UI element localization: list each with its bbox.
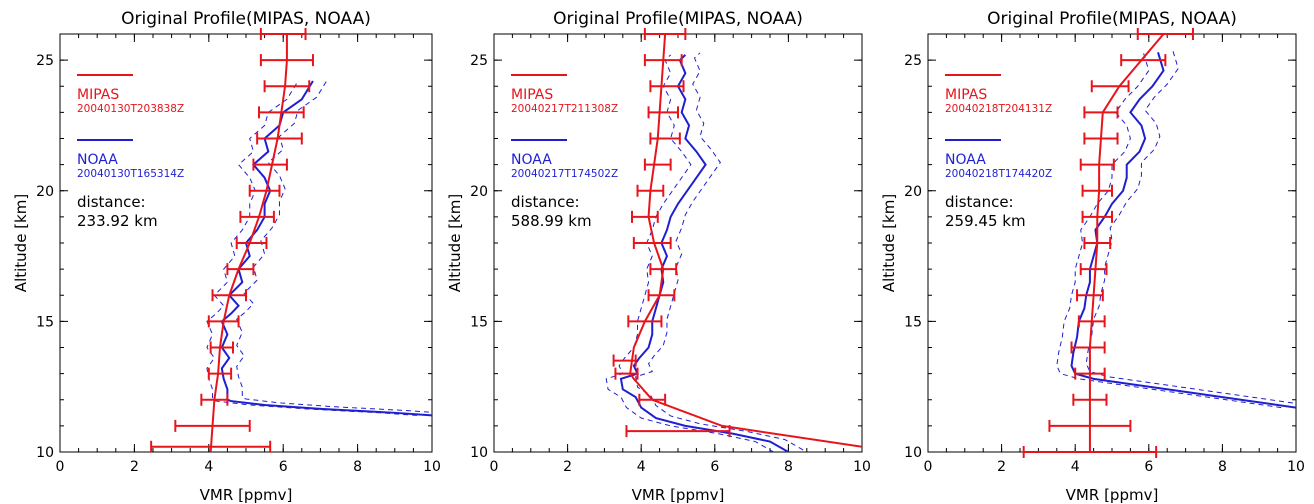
noaa-uncertainty-low — [206, 80, 418, 416]
legend-noaa-time: 20040130T165314Z — [77, 168, 184, 180]
noaa-uncertainty-high — [236, 78, 432, 413]
distance-label: distance: — [77, 193, 146, 211]
legend-mipas-name: MIPAS — [945, 87, 987, 103]
chart-panel-3: Original Profile(MIPAS, NOAA) 0 2 4 6 8 10 10 15… — [880, 9, 1305, 504]
noaa-profile-line — [619, 54, 789, 452]
legend-noaa-name: NOAA — [511, 152, 552, 168]
chart-panel-1: Original Profile(MIPAS, NOAA) 0 2 4 6 8 10 10 15… — [12, 9, 441, 504]
y-axis-label: Altitude [km] — [880, 194, 898, 292]
y-tick-label: 20 — [36, 184, 54, 200]
y-tick-label: 10 — [904, 445, 922, 461]
legend-noaa-time: 20040218T174420Z — [945, 168, 1052, 180]
x-axis-label: VMR [ppmv] — [1066, 486, 1159, 504]
x-tick-label: 10 — [423, 459, 441, 475]
y-tick-label: 20 — [470, 184, 488, 200]
distance-value: 259.45 km — [945, 212, 1026, 230]
distance-value: 233.92 km — [77, 212, 158, 230]
distance-value: 588.99 km — [511, 212, 592, 230]
x-tick-label: 8 — [353, 459, 362, 475]
x-axis-label: VMR [ppmv] — [632, 486, 725, 504]
distance-label: distance: — [511, 193, 580, 211]
y-tick-label: 25 — [904, 53, 922, 69]
noaa-profile-line — [1070, 51, 1296, 409]
x-tick-label: 2 — [563, 459, 572, 475]
legend-mipas-time: 20040218T204131Z — [945, 103, 1052, 115]
x-tick-label: 6 — [279, 459, 288, 475]
x-tick-label: 10 — [1287, 459, 1305, 475]
legend-noaa-time: 20040217T174502Z — [511, 168, 618, 180]
x-tick-label: 2 — [997, 459, 1006, 475]
chart-title: Original Profile(MIPAS, NOAA) — [987, 9, 1237, 29]
x-tick-label: 0 — [924, 459, 933, 475]
x-tick-label: 6 — [710, 459, 719, 475]
x-tick-label: 8 — [1218, 459, 1227, 475]
y-tick-label: 20 — [904, 184, 922, 200]
y-tick-label: 25 — [36, 53, 54, 69]
distance-label: distance: — [945, 193, 1014, 211]
x-tick-label: 2 — [130, 459, 139, 475]
noaa-uncertainty-high — [1085, 50, 1296, 404]
x-tick-label: 4 — [204, 459, 213, 475]
x-tick-label: 6 — [1144, 459, 1153, 475]
x-axis-label: VMR [ppmv] — [200, 486, 293, 504]
x-tick-label: 0 — [490, 459, 499, 475]
noaa-profile-line — [220, 80, 432, 417]
y-axis-label: Altitude [km] — [446, 194, 464, 292]
y-tick-label: 10 — [470, 445, 488, 461]
legend-mipas-name: MIPAS — [511, 87, 553, 103]
x-tick-label: 0 — [56, 459, 65, 475]
y-tick-label: 25 — [470, 53, 488, 69]
x-tick-label: 4 — [1071, 459, 1080, 475]
x-tick-label: 10 — [853, 459, 871, 475]
x-tick-label: 4 — [637, 459, 646, 475]
x-tick-label: 8 — [784, 459, 793, 475]
y-tick-label: 15 — [470, 314, 488, 330]
y-axis-label: Altitude [km] — [12, 194, 30, 292]
y-tick-label: 10 — [36, 445, 54, 461]
plot-area — [605, 34, 862, 452]
legend-mipas-time: 20040130T203838Z — [77, 103, 184, 115]
y-tick-label: 15 — [904, 314, 922, 330]
y-tick-label: 15 — [36, 314, 54, 330]
chart-title: Original Profile(MIPAS, NOAA) — [553, 9, 803, 29]
chart-panel-2: Original Profile(MIPAS, NOAA) 0 2 4 6 8 10 10 15… — [446, 9, 871, 504]
legend-noaa-name: NOAA — [945, 152, 986, 168]
legend-mipas-time: 20040217T211308Z — [511, 103, 618, 115]
noaa-uncertainty-low — [605, 54, 774, 452]
chart-title: Original Profile(MIPAS, NOAA) — [121, 9, 371, 29]
mipas-profile-line — [629, 34, 862, 448]
noaa-uncertainty-low — [1056, 52, 1282, 409]
legend-mipas-name: MIPAS — [77, 87, 119, 103]
legend-noaa-name: NOAA — [77, 152, 118, 168]
